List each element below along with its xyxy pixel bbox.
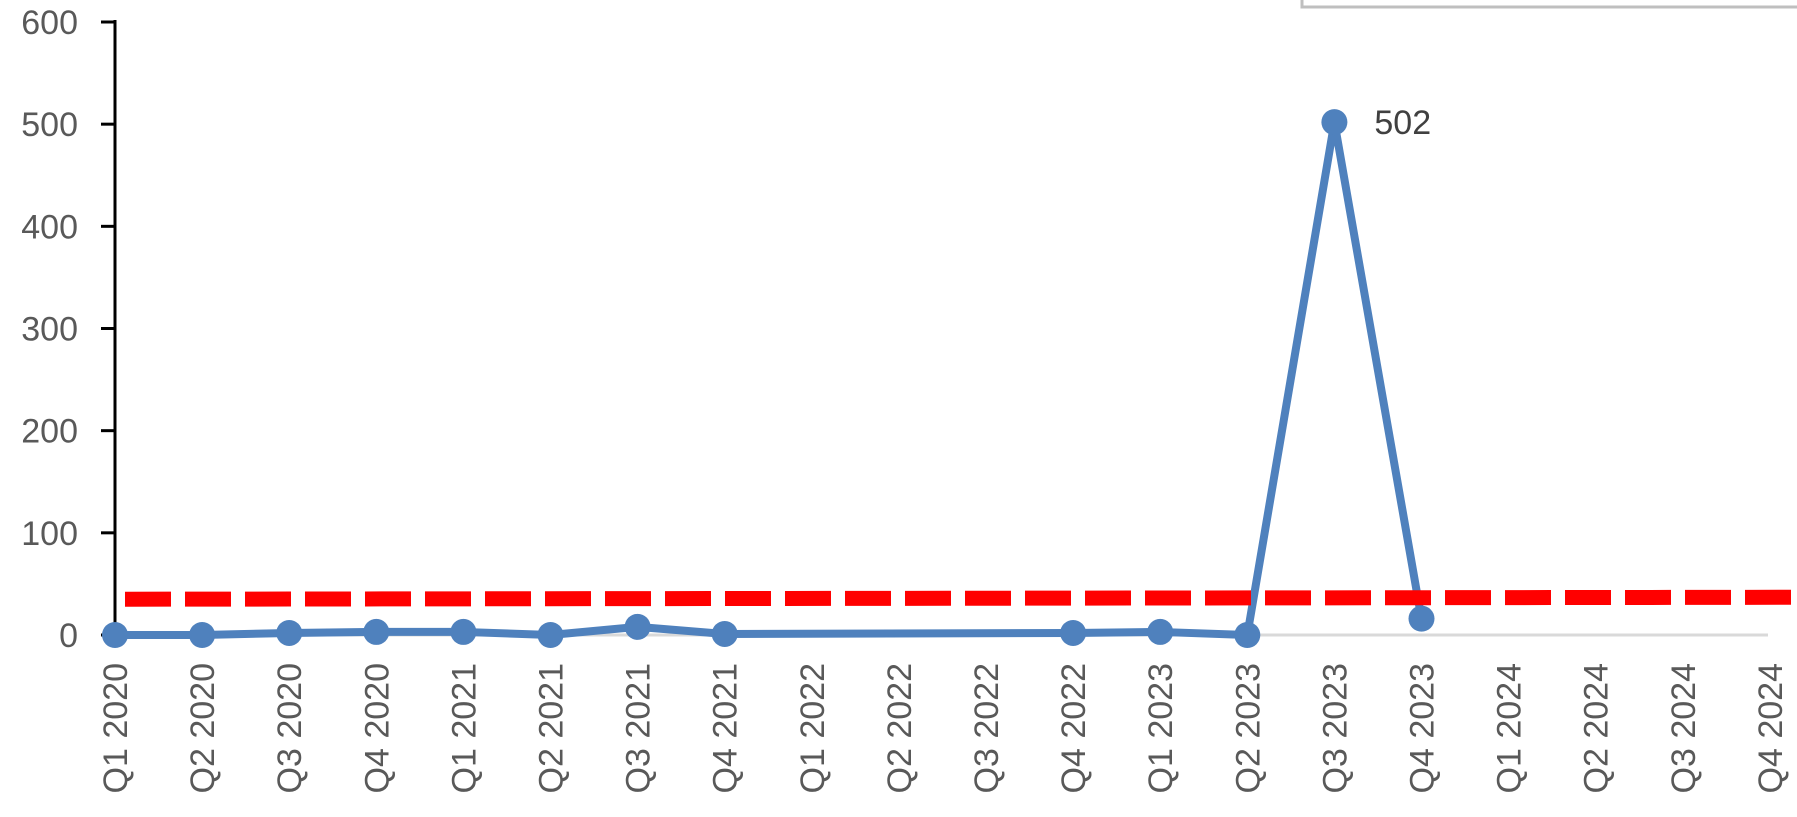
x-tick-label: Q1 2023 (1142, 663, 1180, 793)
data-labels: 502 (1374, 104, 1431, 142)
x-tick-label: Q1 2020 (97, 663, 135, 793)
y-tick-label: 500 (21, 106, 78, 144)
y-tick-label: 300 (21, 311, 78, 349)
x-tick-label: Q1 2021 (445, 663, 483, 793)
data-point (102, 622, 128, 648)
data-point (276, 619, 303, 646)
y-tick-label: 100 (21, 515, 78, 553)
y-tick-label: 600 (21, 4, 78, 42)
data-point (1234, 622, 1261, 648)
x-tick-label: Q2 2023 (1229, 663, 1267, 793)
data-point (711, 620, 738, 647)
series-line-1 (124, 589, 1797, 607)
data-point (363, 618, 390, 645)
x-tick-label: Q4 2021 (707, 663, 745, 793)
data-point (1321, 109, 1348, 136)
x-tick-label: Q1 2024 (1491, 663, 1529, 793)
x-tick-label: Q4 2024 (1752, 663, 1790, 793)
y-tick-label: 0 (59, 617, 78, 655)
x-tick-label: Q3 2024 (1665, 663, 1703, 793)
data-label: 502 (1374, 104, 1431, 142)
data-point (1408, 605, 1435, 632)
y-axis: 0 100 200 300 400 500 600 (21, 4, 117, 655)
x-tick-label: Q3 2023 (1316, 663, 1354, 793)
x-tick-label: Q3 2022 (968, 663, 1006, 793)
x-tick-label: Q2 2021 (533, 663, 571, 793)
x-tick-label: Q4 2022 (1055, 663, 1093, 793)
data-point (450, 618, 477, 645)
y-tick-label: 400 (21, 208, 78, 246)
data-point (1147, 618, 1174, 645)
x-tick-label: Q2 2022 (881, 663, 919, 793)
x-tick-label: Q4 2020 (358, 663, 396, 793)
legend-box-partial (1300, 0, 1797, 9)
x-tick-label: Q4 2023 (1404, 663, 1442, 793)
data-point (1060, 619, 1087, 646)
series-line-0 (115, 118, 1426, 639)
x-tick-label: Q3 2021 (620, 663, 658, 793)
data-point (189, 622, 216, 648)
x-tick-label: Q2 2020 (184, 663, 222, 793)
x-tick-label: Q3 2020 (271, 663, 309, 793)
x-tick-label: Q1 2022 (794, 663, 832, 793)
series-layer (102, 109, 1797, 648)
data-point (624, 613, 651, 640)
x-tick-label: Q2 2024 (1578, 663, 1616, 793)
data-point (537, 622, 564, 648)
y-tick-label: 200 (21, 413, 78, 451)
x-axis: Q1 2020 Q2 2020 Q3 2020 Q4 2020 Q1 2021 Q2 20… (97, 633, 1790, 793)
